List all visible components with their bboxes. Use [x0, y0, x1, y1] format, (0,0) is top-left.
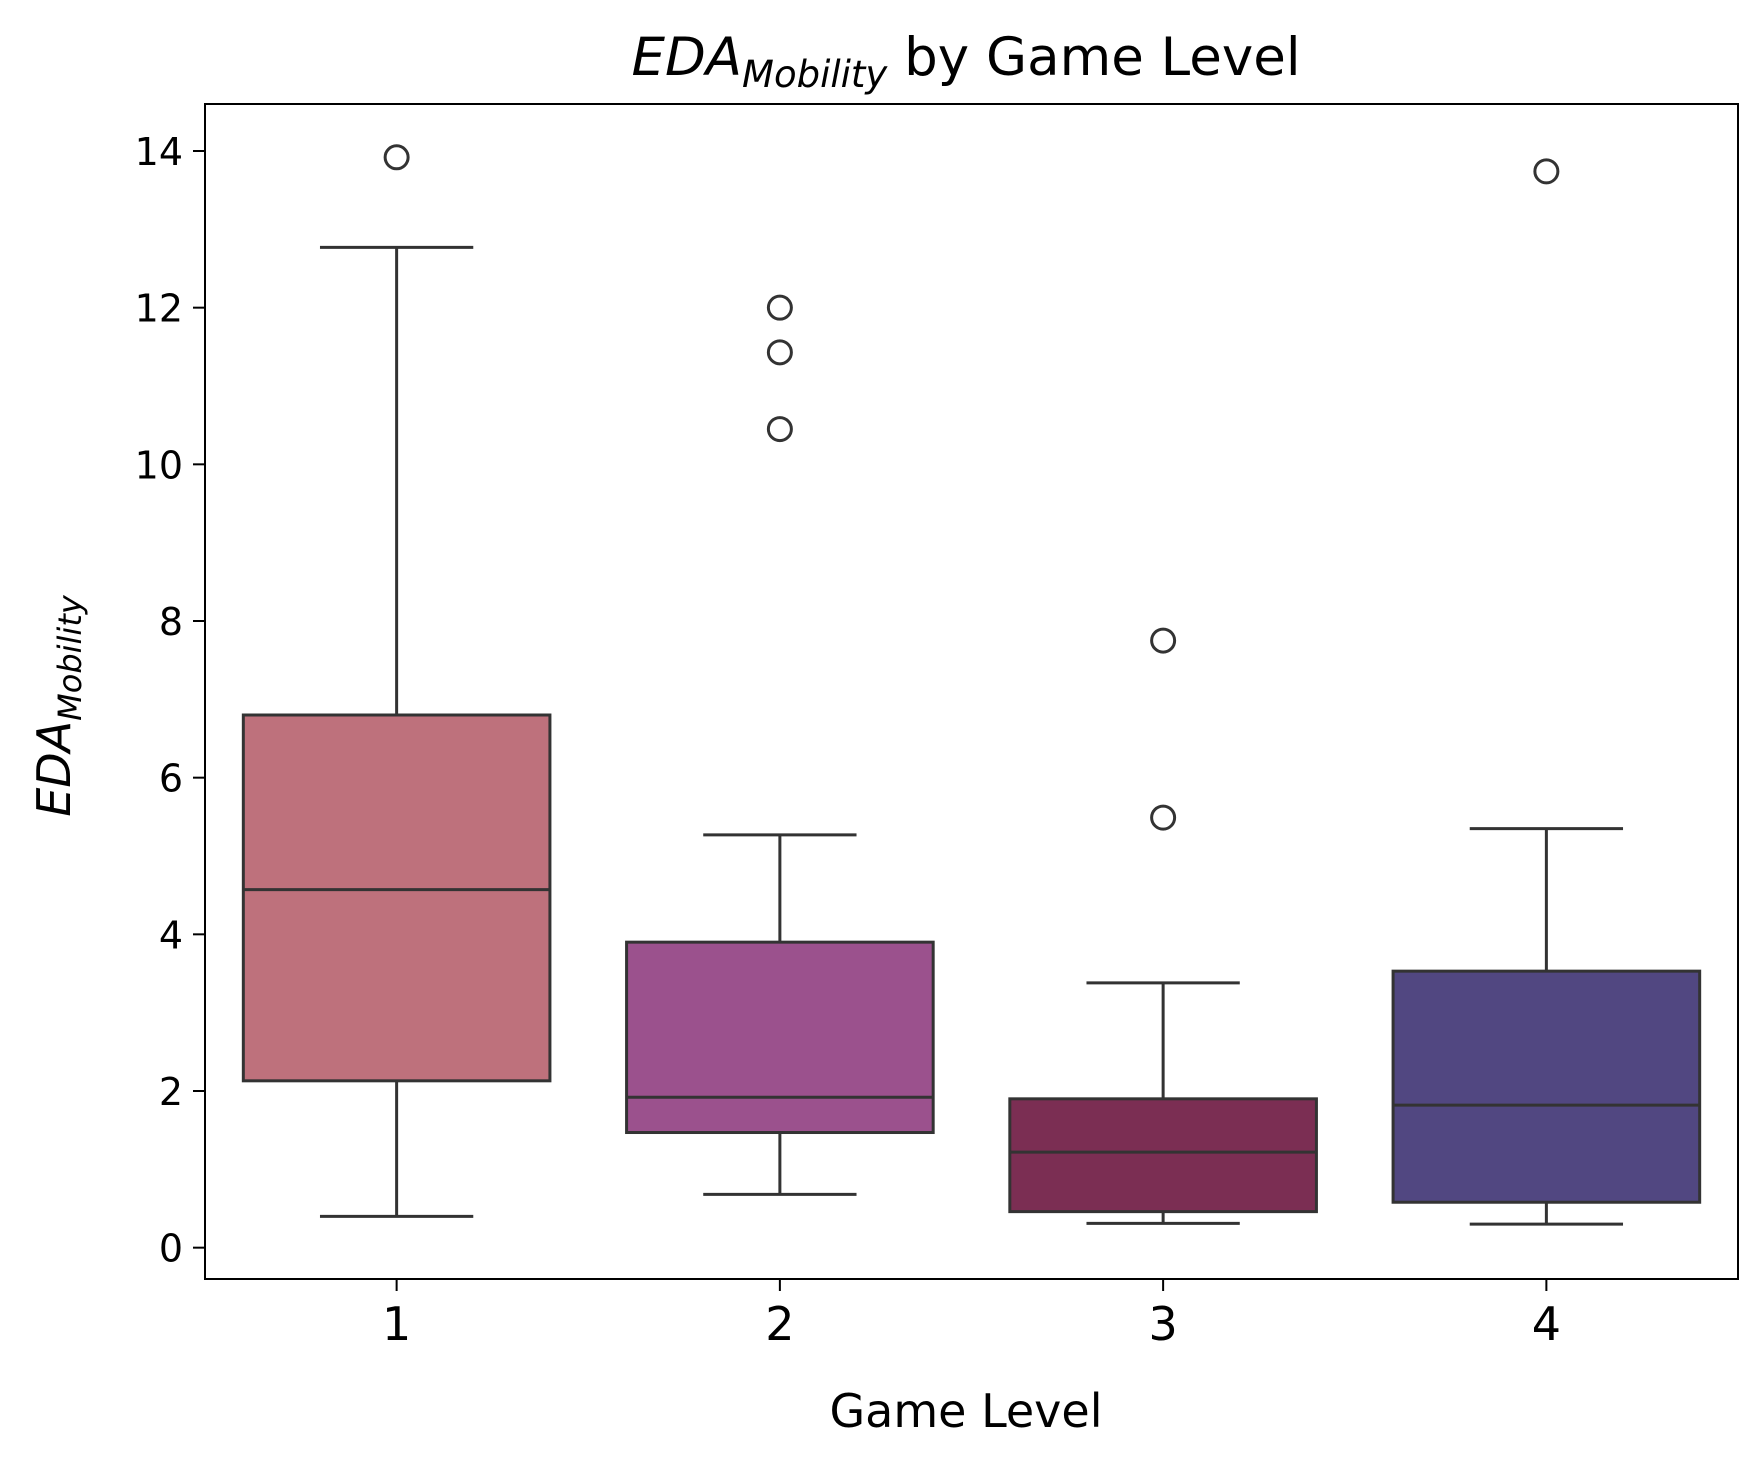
outlier-point [1150, 804, 1177, 831]
box-iqr [625, 940, 935, 1135]
y-tick-label: 14 [135, 130, 183, 174]
outlier-point [1150, 627, 1177, 654]
plot-frame [204, 103, 1739, 1280]
y-tick-label: 10 [135, 443, 183, 487]
outlier-point [766, 294, 793, 321]
box-iqr [1008, 1097, 1318, 1214]
x-tick-label: 2 [765, 1297, 794, 1351]
y-tick-label: 0 [159, 1227, 183, 1271]
chart-title-main: EDA [631, 27, 742, 88]
y-axis-label-subscript: Mobility [51, 594, 89, 721]
x-tick-label: 4 [1532, 1297, 1561, 1351]
y-tick-label: 12 [135, 287, 183, 331]
outlier-point [1533, 158, 1560, 185]
outlier-point [766, 339, 793, 366]
x-tick-label: 3 [1148, 1297, 1177, 1351]
y-axis-label: EDAMobility [27, 594, 89, 817]
y-tick-label: 8 [159, 600, 183, 644]
chart-title-subscript: Mobility [742, 53, 888, 96]
outlier-point [383, 144, 410, 171]
y-tick-label: 6 [159, 757, 183, 801]
x-tick-label: 1 [382, 1297, 411, 1351]
x-axis-label: Game Level [830, 1384, 1103, 1438]
box-iqr [1391, 969, 1702, 1204]
y-tick-label: 2 [159, 1070, 183, 1114]
box-iqr [241, 713, 552, 1083]
y-tick-label: 4 [159, 913, 183, 957]
outlier-point [766, 416, 793, 443]
chart-title-rest: by Game Level [887, 27, 1300, 88]
y-axis-label-main: EDA [27, 721, 81, 817]
chart-title: EDAMobility by Game Level [631, 27, 1300, 96]
